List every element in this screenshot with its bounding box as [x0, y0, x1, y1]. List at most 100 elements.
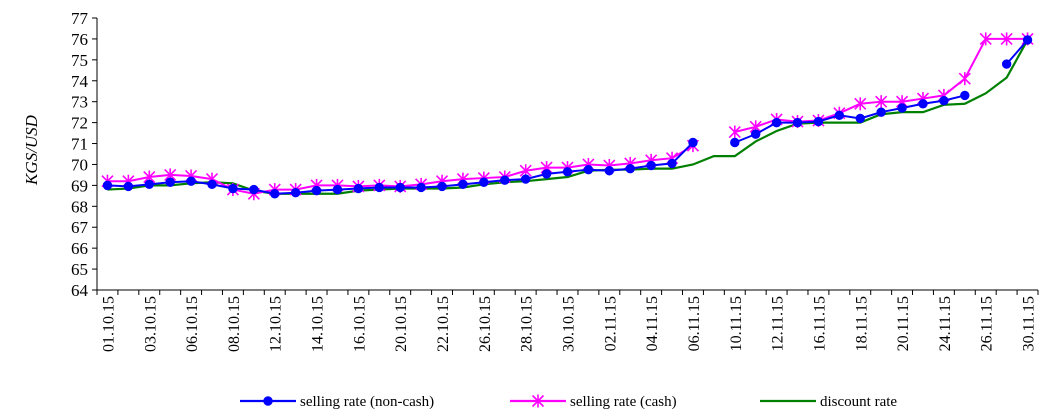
x-tick-label: 18.11.15 — [853, 296, 870, 351]
x-tick-label: 20.10.15 — [393, 296, 410, 352]
y-tick-label: 70 — [71, 155, 88, 174]
data-point — [854, 97, 867, 111]
y-tick-label: 72 — [71, 114, 88, 133]
legend-label: discount rate — [820, 394, 897, 410]
x-tick-label: 24.11.15 — [937, 296, 954, 351]
data-point — [813, 116, 824, 127]
data-point — [918, 99, 928, 109]
data-point — [855, 113, 865, 124]
data-point — [541, 169, 552, 179]
y-tick-label: 76 — [71, 30, 88, 49]
x-tick-label: 08.10.15 — [226, 296, 243, 352]
data-point — [332, 184, 343, 195]
y-tick-label: 71 — [71, 135, 88, 154]
x-tick-label: 12.10.15 — [268, 296, 285, 352]
x-tick-label: 16.11.15 — [811, 296, 828, 351]
data-point — [834, 110, 845, 120]
x-tick-label: 10.11.15 — [728, 296, 745, 351]
y-axis-label: KGS/USD — [22, 114, 41, 186]
x-tick-label: 06.10.15 — [184, 296, 201, 352]
x-tick-label: 20.11.15 — [895, 296, 912, 351]
y-tick-label: 66 — [71, 239, 88, 258]
data-point — [207, 179, 217, 190]
data-point — [270, 189, 280, 199]
data-point — [374, 182, 384, 193]
data-point — [792, 117, 803, 128]
data-point — [771, 117, 782, 128]
data-point — [960, 90, 970, 101]
data-point — [728, 125, 741, 139]
data-point — [520, 174, 531, 184]
data-point — [583, 164, 594, 175]
y-tick-label: 68 — [71, 197, 88, 216]
data-point — [897, 103, 907, 113]
legend-marker — [263, 396, 273, 406]
data-point — [958, 72, 971, 86]
legend-item: selling rate (cash) — [510, 394, 677, 410]
data-point — [625, 163, 635, 174]
data-point — [311, 185, 322, 196]
data-point — [1000, 32, 1013, 46]
data-point — [688, 137, 698, 148]
data-point — [1001, 59, 1012, 69]
y-tick-label: 77 — [71, 9, 89, 28]
x-tick-label: 03.10.15 — [142, 296, 159, 352]
data-point — [102, 180, 113, 191]
x-tick-label: 12.11.15 — [770, 296, 787, 351]
y-tick-label: 69 — [71, 176, 88, 195]
legend: selling rate (non-cash) selling rate (cas… — [240, 394, 897, 410]
x-tick-label: 28.10.15 — [519, 296, 536, 352]
data-point — [604, 166, 615, 176]
data-point — [979, 32, 992, 46]
data-point — [395, 182, 405, 193]
x-tick-label: 26.11.15 — [979, 296, 996, 351]
legend-label: selling rate (non-cash) — [300, 394, 434, 410]
x-tick-label: 06.11.15 — [686, 296, 703, 351]
x-tick-label: 01.10.15 — [100, 296, 117, 352]
y-tick-label: 73 — [71, 93, 88, 112]
x-tick-label: 22.10.15 — [435, 296, 452, 352]
x-tick-label: 30.10.15 — [561, 296, 578, 352]
data-point — [500, 175, 510, 185]
data-point — [939, 95, 949, 106]
data-point — [667, 158, 677, 169]
x-tick-label: 26.10.15 — [477, 296, 494, 352]
y-tick-label: 64 — [71, 281, 89, 300]
data-point — [479, 177, 489, 187]
data-point — [186, 176, 196, 186]
data-point — [416, 182, 426, 193]
legend-item: discount rate — [760, 394, 897, 410]
data-point — [144, 179, 154, 190]
data-point — [353, 183, 364, 194]
data-point — [437, 181, 447, 192]
plot-area — [101, 32, 1034, 201]
x-tick-label: 02.11.15 — [602, 296, 619, 351]
data-point — [875, 95, 888, 109]
data-point — [249, 184, 259, 195]
series-selling-rate-non-cash- — [102, 35, 1033, 199]
x-tick-label: 04.11.15 — [644, 296, 661, 351]
x-tick-label: 16.10.15 — [351, 296, 368, 352]
x-tick-label: 30.11.15 — [1021, 296, 1038, 351]
data-point — [876, 107, 886, 117]
legend-label: selling rate (cash) — [570, 394, 677, 410]
y-tick-label: 75 — [71, 51, 88, 70]
data-point — [562, 167, 573, 177]
data-point — [123, 181, 134, 192]
y-tick-label: 65 — [71, 260, 88, 279]
y-tick-label: 67 — [71, 218, 89, 237]
data-point — [751, 129, 761, 139]
data-point — [290, 188, 301, 198]
legend-marker — [531, 394, 545, 408]
series-line — [1005, 39, 1029, 65]
data-point — [1022, 35, 1033, 45]
data-point — [228, 183, 238, 194]
data-point — [730, 137, 740, 148]
data-point — [165, 177, 175, 187]
legend-item: selling rate (non-cash) — [240, 394, 434, 410]
x-tick-label: 14.10.15 — [310, 296, 327, 352]
y-tick-label: 74 — [71, 72, 89, 91]
